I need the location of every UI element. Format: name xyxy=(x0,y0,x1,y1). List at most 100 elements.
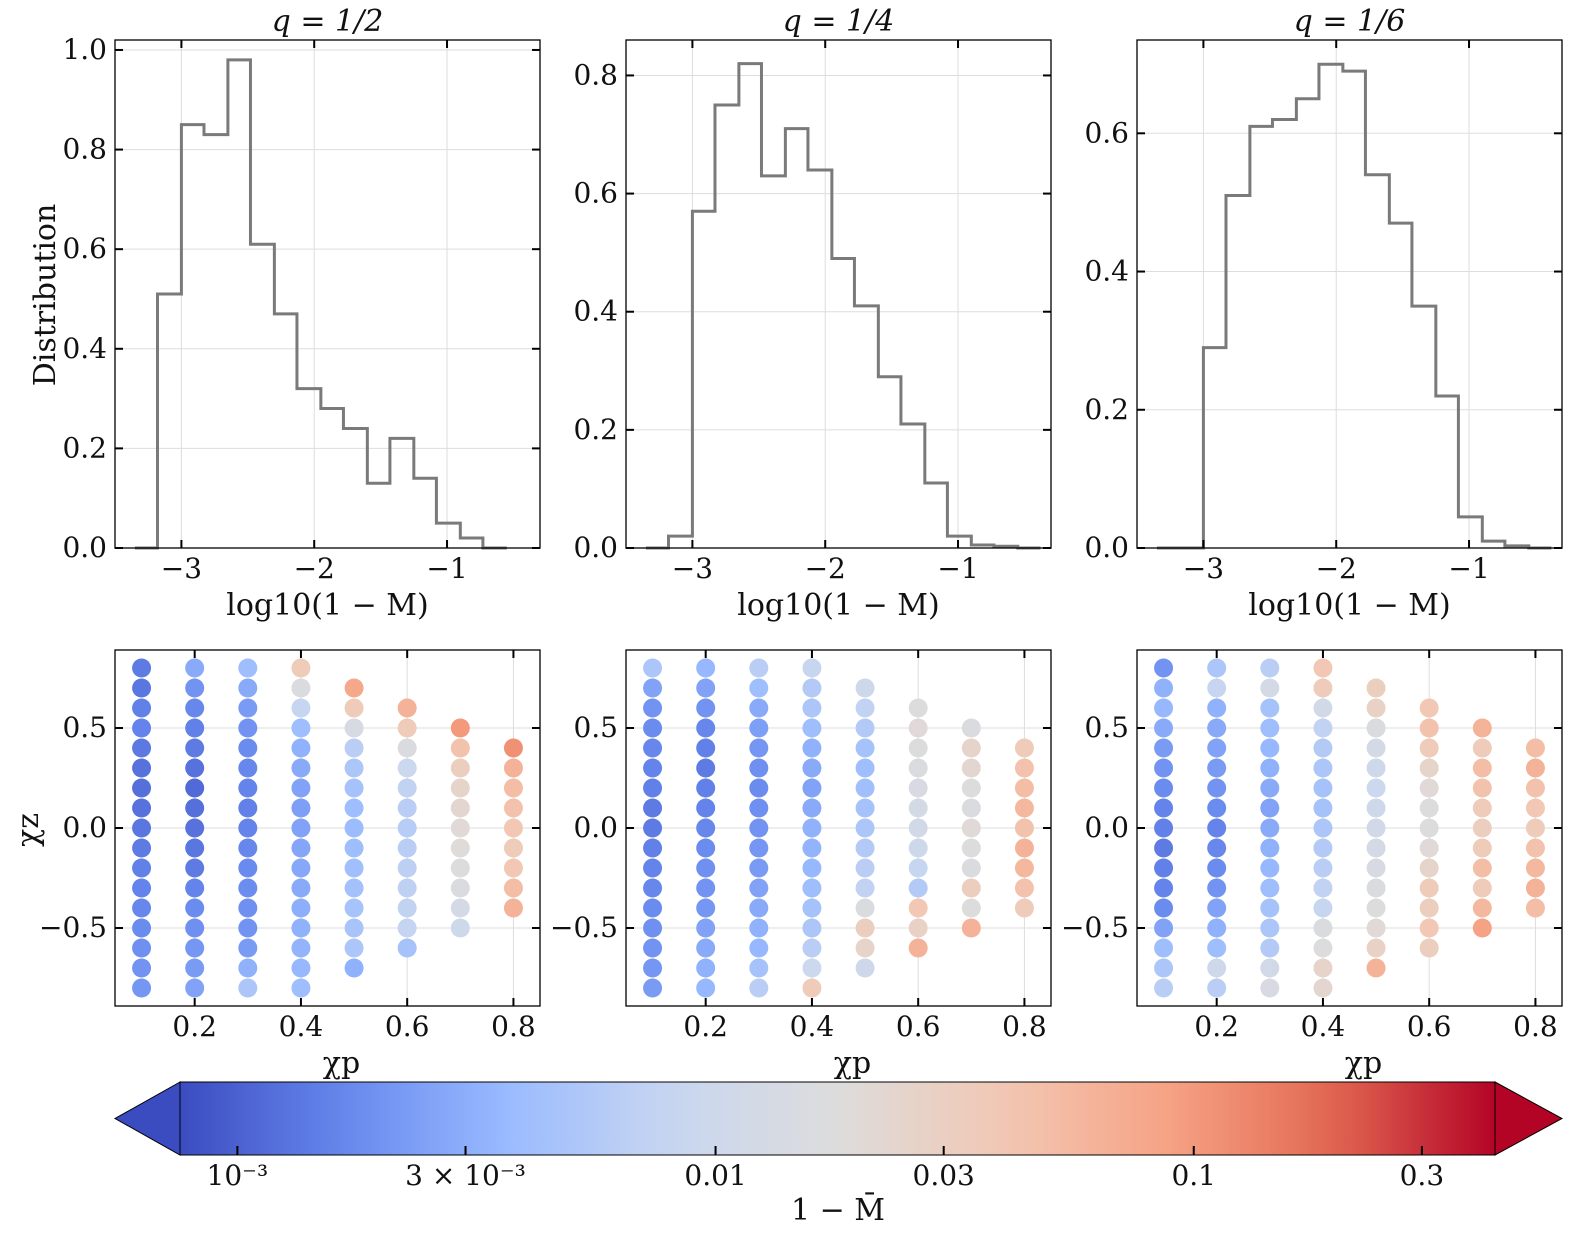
hist2-frame xyxy=(625,39,1052,549)
scatter-panel-2: 0.2 0.4 0.6 0.8 −0.5 0.0 0.5 χp xyxy=(550,649,1052,1081)
scatter-point xyxy=(696,678,716,698)
scatter-point xyxy=(1207,898,1227,918)
scatter-point xyxy=(503,878,523,898)
scatter-point xyxy=(643,778,663,798)
scatter-point xyxy=(1207,678,1227,698)
hist1-ytick-label: 0.0 xyxy=(62,531,107,564)
x-axis-label: χp xyxy=(323,1046,360,1081)
scatter-point xyxy=(696,738,716,758)
scatter-point xyxy=(749,658,769,678)
scatter-point xyxy=(1366,838,1386,858)
scat2-xtick-label: 0.8 xyxy=(1002,1010,1047,1043)
scatter-point xyxy=(1313,958,1333,978)
scatter-point xyxy=(696,958,716,978)
scatter-point xyxy=(132,978,152,998)
scatter-point xyxy=(1525,878,1545,898)
scatter-point xyxy=(1154,738,1174,758)
scatter-point xyxy=(450,858,470,878)
scatter-point xyxy=(1260,958,1280,978)
scatter-point xyxy=(450,818,470,838)
scatter-point xyxy=(1260,658,1280,678)
scatter-point xyxy=(1014,738,1034,758)
scatter-point xyxy=(1313,878,1333,898)
scatter-point xyxy=(855,918,875,938)
scatter-point xyxy=(1472,818,1492,838)
scatter-point xyxy=(749,978,769,998)
scatter-point xyxy=(855,798,875,818)
x-axis-label: log10(1 − M) xyxy=(226,588,428,623)
hist3-ytick-label: 0.2 xyxy=(1084,393,1129,426)
scatter-point xyxy=(1419,758,1439,778)
scatter-point xyxy=(1313,778,1333,798)
scatter-point xyxy=(344,778,364,798)
scatter-point xyxy=(1472,758,1492,778)
scatter-point xyxy=(397,938,417,958)
scatter-point xyxy=(185,878,205,898)
scatter-point xyxy=(397,898,417,918)
scatter-point xyxy=(1366,678,1386,698)
scatter-point xyxy=(1207,738,1227,758)
scatter-point xyxy=(1313,838,1333,858)
scatter-point xyxy=(1260,758,1280,778)
scatter-point xyxy=(1313,698,1333,718)
scat2-ytick-label: −0.5 xyxy=(550,911,618,944)
scatter-point xyxy=(450,878,470,898)
scatter-point xyxy=(238,918,258,938)
scatter-point xyxy=(749,898,769,918)
scatter-point xyxy=(643,738,663,758)
scatter-point xyxy=(908,738,928,758)
scatter-point xyxy=(450,758,470,778)
scat3-ytick-label: 0.5 xyxy=(1084,711,1129,744)
scatter-point xyxy=(1525,798,1545,818)
hist1-xtick-label: −2 xyxy=(294,552,335,585)
scatter-point xyxy=(1154,718,1174,738)
scatter-point xyxy=(1154,838,1174,858)
hist2-xtick-label: −2 xyxy=(805,552,846,585)
scatter-point xyxy=(749,778,769,798)
colorbar-tick-label: 0.03 xyxy=(913,1159,975,1192)
scatter-point xyxy=(908,818,928,838)
scatter-point xyxy=(185,718,205,738)
scatter-point xyxy=(1154,938,1174,958)
scatter-point xyxy=(1419,838,1439,858)
scatter-point xyxy=(397,878,417,898)
scatter-point xyxy=(696,938,716,958)
scatter-point xyxy=(1419,698,1439,718)
scatter-point xyxy=(1366,738,1386,758)
scatter-point xyxy=(1207,698,1227,718)
scatter-point xyxy=(397,718,417,738)
scatter-point xyxy=(450,838,470,858)
scatter-panel-1: 0.2 0.4 0.6 0.8 −0.5 0.0 0.5 χp χz xyxy=(11,649,541,1081)
panel-title: q = 1/2 xyxy=(272,4,384,39)
scatter-point xyxy=(643,858,663,878)
scatter-point xyxy=(503,898,523,918)
hist1-ytick-label: 0.2 xyxy=(62,431,107,464)
scatter-point xyxy=(696,918,716,938)
hist2-ytick-label: 0.8 xyxy=(573,58,618,91)
scatter-point xyxy=(1014,878,1034,898)
scatter-point xyxy=(749,938,769,958)
hist1-ytick-label: 0.4 xyxy=(62,332,107,365)
scatter-point xyxy=(1419,798,1439,818)
scatter-point xyxy=(1014,798,1034,818)
scatter-point xyxy=(291,878,311,898)
scatter-point xyxy=(1154,758,1174,778)
scatter-point xyxy=(132,838,152,858)
scatter-point xyxy=(643,678,663,698)
scatter-point xyxy=(643,878,663,898)
scatter-point xyxy=(344,958,364,978)
scat2-xtick-label: 0.4 xyxy=(790,1010,835,1043)
scatter-point xyxy=(802,818,822,838)
scat3-xtick-label: 0.4 xyxy=(1301,1010,1346,1043)
scat1-ytick-label: 0.0 xyxy=(62,811,107,844)
scatter-point xyxy=(749,818,769,838)
scatter-point xyxy=(503,758,523,778)
scatter-point xyxy=(1260,978,1280,998)
scatter-point xyxy=(450,718,470,738)
scatter-point xyxy=(1313,938,1333,958)
scatter-point xyxy=(291,758,311,778)
scatter-point xyxy=(643,718,663,738)
scatter-point xyxy=(1366,858,1386,878)
scatter-point xyxy=(1419,778,1439,798)
scatter-point xyxy=(1207,878,1227,898)
